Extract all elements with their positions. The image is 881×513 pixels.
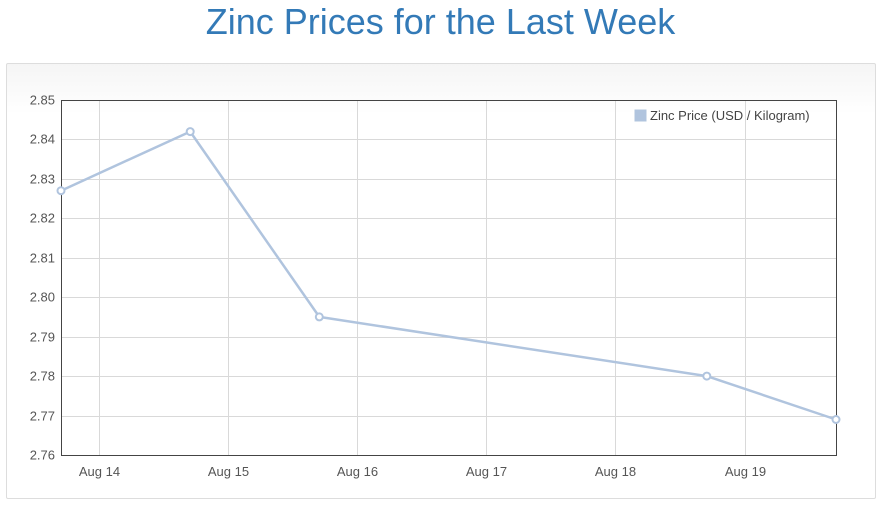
legend-label: Zinc Price (USD / Kilogram) [650, 108, 810, 123]
x-tick-label: Aug 17 [466, 464, 507, 479]
page-title: Zinc Prices for the Last Week [205, 1, 676, 42]
x-tick-label: Aug 15 [208, 464, 249, 479]
y-tick-label: 2.82 [30, 211, 55, 226]
data-point[interactable] [56, 186, 66, 196]
line-chart: 2.76 2.77 2.78 2.79 2.80 2.81 2.82 2.83 2.84 2.85… [30, 93, 841, 479]
data-point[interactable] [831, 415, 841, 424]
y-tick-label: 2.77 [30, 409, 55, 424]
x-tick-label: Aug 16 [337, 464, 378, 479]
data-point[interactable] [185, 127, 195, 137]
horizontal-gridlines [61, 139, 836, 417]
data-point[interactable] [702, 371, 712, 381]
y-axis-tick-labels: 2.76 2.77 2.78 2.79 2.80 2.81 2.82 2.83 2.84 2.85 [30, 93, 55, 463]
y-tick-label: 2.76 [30, 448, 55, 463]
y-tick-label: 2.85 [30, 93, 55, 108]
x-axis-tick-labels: Aug 14 Aug 15 Aug 16 Aug 17 Aug 18 Aug 19 [79, 464, 766, 479]
plot-area-frame [61, 100, 837, 456]
legend: Zinc Price (USD / Kilogram) [633, 108, 810, 123]
y-tick-label: 2.80 [30, 290, 55, 305]
x-tick-label: Aug 14 [79, 464, 120, 479]
series-layer [56, 127, 841, 424]
x-tick-label: Aug 19 [725, 464, 766, 479]
legend-swatch [633, 108, 648, 123]
y-tick-label: 2.79 [30, 330, 55, 345]
vertical-gridlines [99, 100, 746, 455]
chart-panel: 2.76 2.77 2.78 2.79 2.80 2.81 2.82 2.83 2.84 2.85… [6, 63, 876, 499]
x-tick-label: Aug 18 [595, 464, 636, 479]
y-tick-label: 2.84 [30, 132, 55, 147]
y-tick-label: 2.78 [30, 369, 55, 384]
y-tick-label: 2.81 [30, 251, 55, 266]
data-point[interactable] [314, 312, 324, 322]
y-tick-label: 2.83 [30, 172, 55, 187]
